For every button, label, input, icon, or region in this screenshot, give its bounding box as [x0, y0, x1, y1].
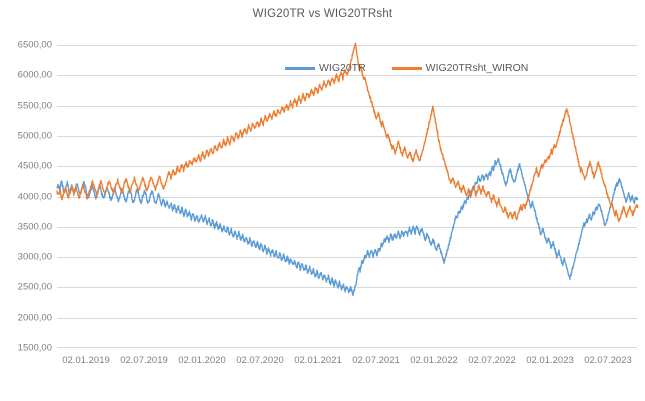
series-lines: [56, 42, 639, 297]
x-axis-tick-label: 02.01.2021: [294, 355, 342, 366]
y-axis-tick-label: 3500,00: [17, 221, 52, 233]
x-axis-tick-label: 02.01.2020: [178, 355, 226, 366]
y-axis-tick-label: 6000,00: [17, 69, 52, 81]
x-axis-tick-label: 02.01.2019: [62, 355, 110, 366]
gridline: [57, 257, 637, 259]
x-axis-line: [57, 347, 637, 348]
legend-swatch-wig20tr: [285, 66, 315, 70]
gridline: [57, 105, 637, 107]
gridline: [57, 226, 637, 228]
y-axis-tick-label: 2500,00: [17, 281, 52, 293]
series-line-wig20trsht-wiron: [56, 42, 639, 223]
x-axis-tick-labels: 02.01.2019 02.07.2019 02.01.2020 02.07.2020…: [0, 355, 645, 375]
y-axis-tick-label: 3000,00: [17, 251, 52, 263]
gridlines: [57, 45, 637, 348]
legend-item-wig20trsht-wiron[interactable]: WIG20TRsht_WIRON: [391, 62, 529, 74]
legend-label-wig20trsht-wiron: WIG20TRsht_WIRON: [425, 62, 529, 74]
gridline: [57, 166, 637, 168]
x-axis-tick-label: 02.07.2022: [468, 355, 516, 366]
x-axis-tick-label: 02.07.2021: [352, 355, 400, 366]
chart-title: WIG20TR vs WIG20TRsht: [252, 8, 393, 20]
y-axis-tick-label: 1500,00: [17, 342, 52, 354]
legend-item-wig20tr[interactable]: WIG20TR: [285, 62, 366, 74]
chart-legend: WIG20TR WIG20TRsht_WIRON: [285, 62, 528, 74]
plot-area: [56, 42, 639, 348]
x-axis-tick-label: 02.07.2020: [236, 355, 284, 366]
legend-label-wig20tr: WIG20TR: [319, 62, 366, 74]
gridline: [57, 317, 637, 319]
y-axis-tick-label: 5500,00: [17, 100, 52, 112]
x-axis-tick-label: 02.07.2019: [120, 355, 168, 366]
y-axis-tick-label: 4000,00: [17, 191, 52, 202]
series-line-wig20tr: [56, 157, 639, 297]
y-axis-tick-label: 4500,00: [17, 160, 52, 172]
y-axis-tick-label: 5000,00: [17, 130, 52, 142]
gridline: [57, 196, 637, 198]
y-axis-tick-labels: 6500,00 6000,00 5500,00 5000,00 4500,00 4000,…: [0, 40, 52, 354]
y-axis-tick-label: 6500,00: [17, 39, 52, 51]
x-axis-tick-label: 02.07.2023: [584, 355, 632, 366]
x-axis-tick-label: 02.01.2022: [410, 355, 458, 366]
y-axis-tick-label: 2000,00: [17, 312, 52, 324]
gridline: [57, 45, 637, 46]
legend-swatch-wig20trsht-wiron: [391, 66, 422, 70]
x-axis-tick-label: 02.01.2023: [526, 355, 574, 366]
gridline: [57, 75, 637, 77]
gridline: [57, 135, 637, 137]
